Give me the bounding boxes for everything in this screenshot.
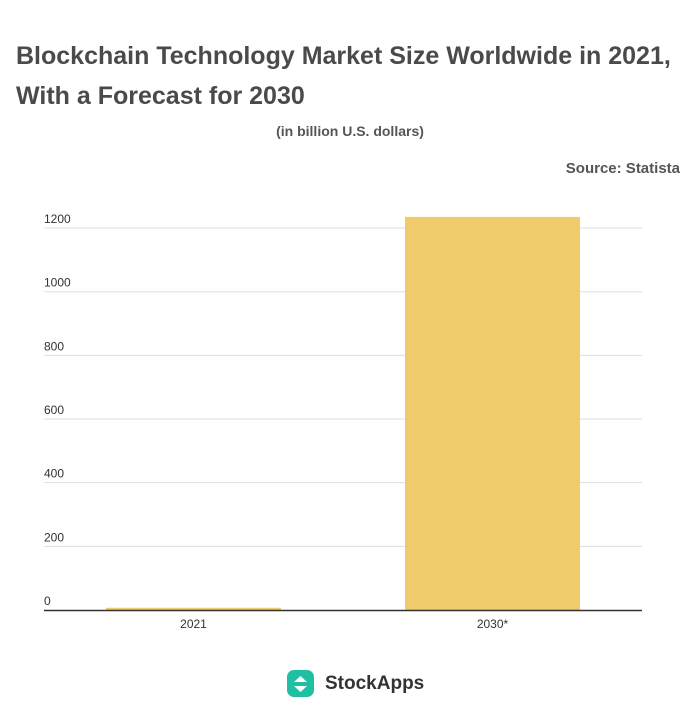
bar-chart: 0 200 400 600 800 1000 1200 2021 2030* xyxy=(44,212,642,631)
x-tick-label: 2030* xyxy=(477,617,509,631)
brand-footer[interactable]: StockApps xyxy=(287,670,424,697)
x-tick-label: 2021 xyxy=(180,617,207,631)
bar xyxy=(106,607,281,610)
y-tick-label: 1000 xyxy=(44,276,71,290)
y-tick-label: 0 xyxy=(44,594,51,608)
chart-title: Blockchain Technology Market Size Worldw… xyxy=(16,42,671,110)
brand-name: StockApps xyxy=(325,672,425,694)
source-note: Source: Statista xyxy=(565,160,680,177)
bar xyxy=(405,216,580,610)
y-tick-label: 400 xyxy=(44,467,64,481)
y-tick-label: 1200 xyxy=(44,212,71,226)
y-tick-label: 600 xyxy=(44,403,64,417)
chart-subtitle: (in billion U.S. dollars) xyxy=(276,123,424,139)
stockapps-logo-icon xyxy=(287,670,314,697)
y-tick-label: 200 xyxy=(44,530,64,544)
y-tick-label: 800 xyxy=(44,339,64,353)
